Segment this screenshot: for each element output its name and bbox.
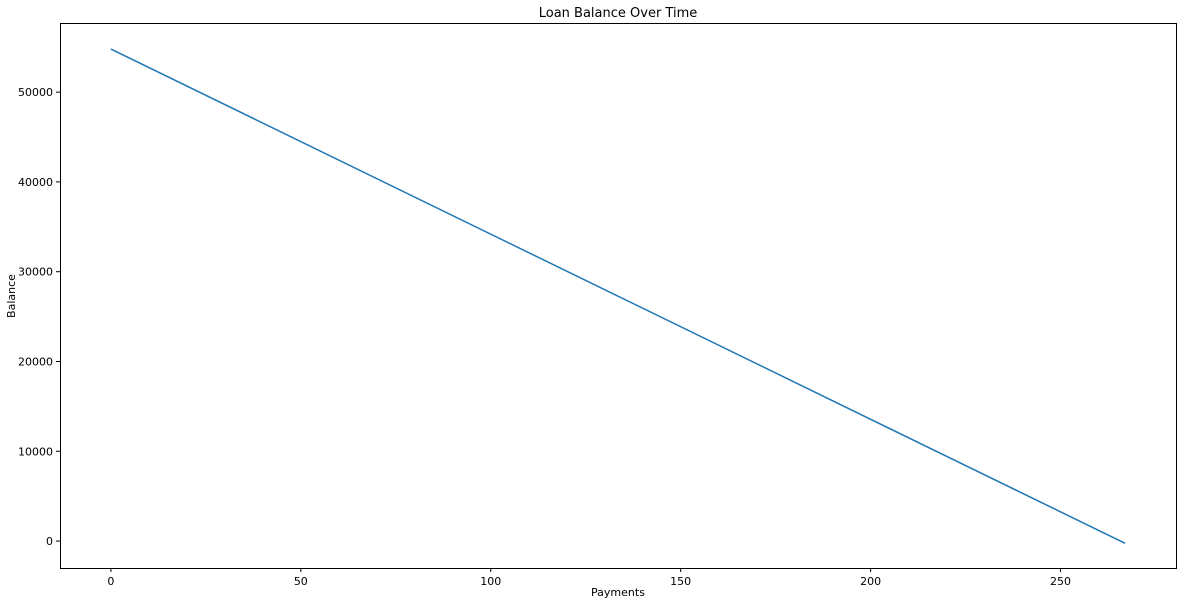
y-axis-label: Balance (5, 274, 18, 318)
y-axis: 0 10000 20000 30000 40000 50000 (18, 86, 60, 548)
y-tick-label: 20000 (18, 355, 53, 368)
x-axis-label: Payments (591, 586, 645, 599)
series-group (110, 48, 1126, 544)
y-tick-label: 50000 (18, 86, 53, 99)
chart-title: Loan Balance Over Time (539, 6, 698, 21)
x-tick-label: 50 (294, 575, 308, 588)
series-line (110, 48, 1126, 544)
y-tick-label: 0 (46, 535, 53, 548)
y-tick-label: 40000 (18, 176, 53, 189)
plot-area (60, 23, 1177, 569)
y-tick-label: 10000 (18, 445, 53, 458)
y-tick-label: 30000 (18, 266, 53, 279)
x-tick-label: 100 (480, 575, 501, 588)
x-tick-label: 150 (670, 575, 691, 588)
x-tick-label: 200 (860, 575, 881, 588)
x-axis: 0 50 100 150 200 250 (107, 568, 1071, 588)
x-tick-label: 250 (1050, 575, 1071, 588)
x-tick-label: 0 (107, 575, 114, 588)
